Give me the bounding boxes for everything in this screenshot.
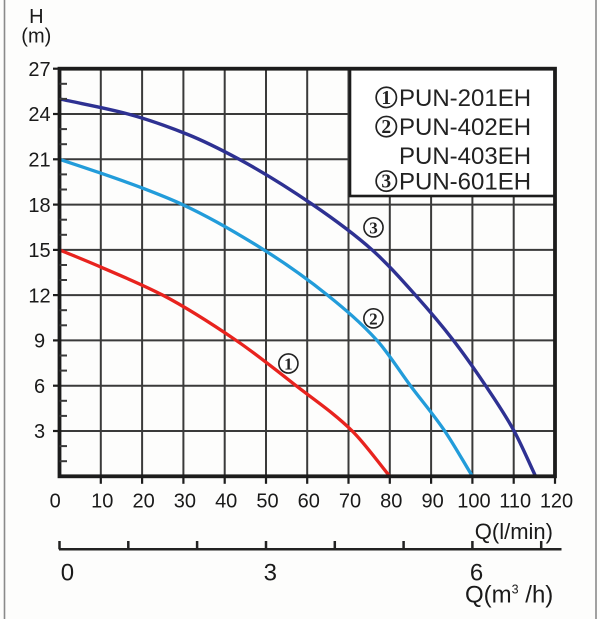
svg-text:(m): (m) <box>21 26 51 48</box>
svg-text:H: H <box>29 6 43 28</box>
svg-text:90: 90 <box>421 491 443 513</box>
svg-text:10: 10 <box>91 491 113 513</box>
svg-text:100: 100 <box>457 491 490 513</box>
svg-text:120: 120 <box>540 491 573 513</box>
svg-text:21: 21 <box>28 150 50 172</box>
svg-text:20: 20 <box>132 491 154 513</box>
svg-text:6: 6 <box>34 376 45 398</box>
svg-text:0: 0 <box>61 560 74 587</box>
svg-text:24: 24 <box>28 104 50 126</box>
svg-text:1: 1 <box>381 88 391 109</box>
svg-text:50: 50 <box>256 491 278 513</box>
svg-text:9: 9 <box>34 331 45 353</box>
svg-text:PUN-601EH: PUN-601EH <box>399 169 531 196</box>
svg-text:3: 3 <box>264 560 277 587</box>
svg-text:30: 30 <box>174 491 196 513</box>
svg-text:12: 12 <box>28 285 50 307</box>
svg-text:Q(m3 /h): Q(m3 /h) <box>465 582 553 609</box>
svg-text:1: 1 <box>284 354 293 373</box>
svg-text:PUN-403EH: PUN-403EH <box>399 143 531 170</box>
svg-text:Q(l/min): Q(l/min) <box>475 519 553 544</box>
svg-text:2: 2 <box>369 309 378 328</box>
svg-text:15: 15 <box>28 240 50 262</box>
svg-text:6: 6 <box>470 560 483 587</box>
svg-text:27: 27 <box>28 59 50 81</box>
svg-text:70: 70 <box>339 491 361 513</box>
svg-text:0: 0 <box>50 491 61 513</box>
svg-text:110: 110 <box>499 491 531 513</box>
svg-text:40: 40 <box>215 491 237 513</box>
svg-text:60: 60 <box>298 491 320 513</box>
svg-text:3: 3 <box>369 218 378 237</box>
svg-text:PUN-402EH: PUN-402EH <box>399 114 531 141</box>
svg-text:80: 80 <box>380 491 402 513</box>
svg-text:2: 2 <box>381 117 391 138</box>
svg-text:3: 3 <box>381 172 391 193</box>
svg-text:PUN-201EH: PUN-201EH <box>399 85 531 112</box>
svg-text:3: 3 <box>34 421 45 443</box>
svg-text:18: 18 <box>28 195 50 217</box>
